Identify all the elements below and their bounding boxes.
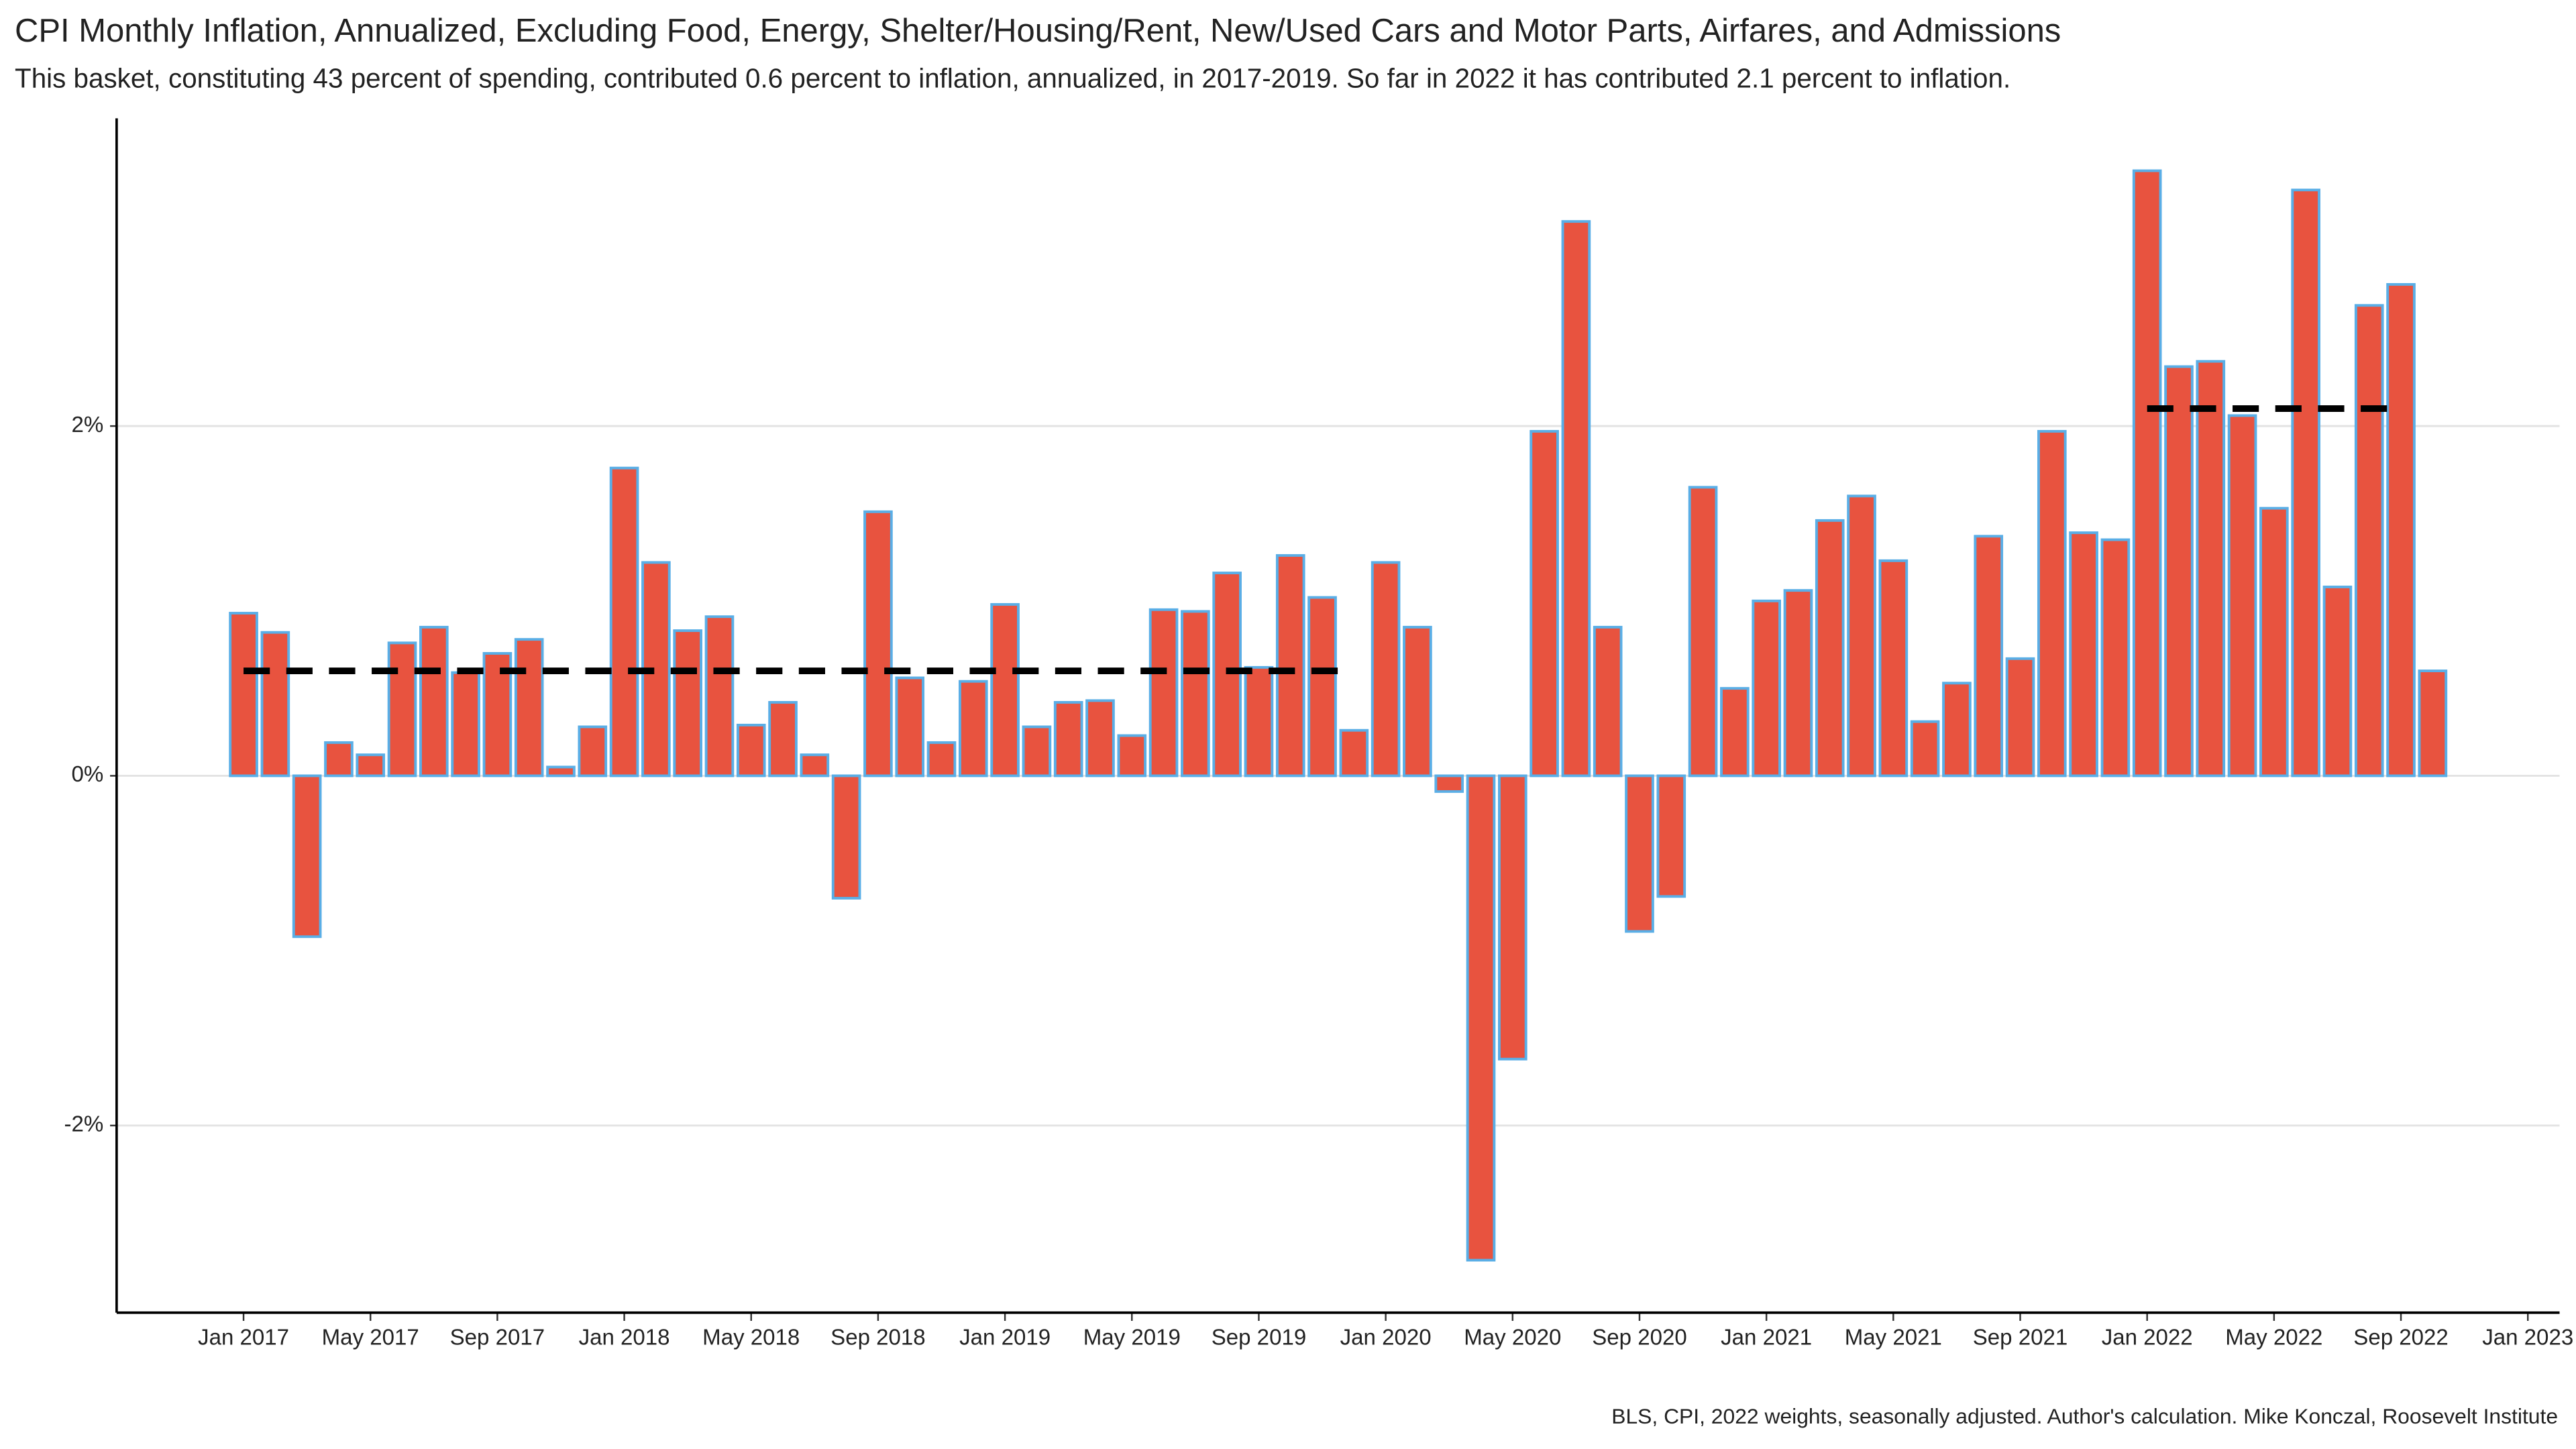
bar	[1403, 625, 1432, 777]
x-tick-label: Jan 2020	[1340, 1326, 1432, 1350]
bar	[1656, 774, 1686, 898]
bar	[1275, 554, 1305, 777]
x-tick-label: Jan 2017	[198, 1326, 289, 1350]
bar	[1942, 682, 1972, 777]
bar	[292, 774, 322, 938]
caption: BLS, CPI, 2022 weights, seasonally adjus…	[1611, 1404, 2558, 1428]
bar	[673, 629, 702, 777]
bar	[229, 612, 258, 777]
bar	[2354, 304, 2384, 777]
y-tick-label: 0%	[72, 762, 104, 787]
bar	[260, 631, 290, 777]
bar	[387, 641, 417, 777]
bar	[704, 615, 735, 777]
x-tick-label: May 2018	[702, 1326, 800, 1350]
bar	[1815, 519, 1845, 777]
bar	[1529, 429, 1559, 777]
bar	[1752, 599, 1781, 777]
bar	[895, 676, 925, 777]
x-tick-label: May 2017	[322, 1326, 419, 1350]
bar	[1022, 725, 1052, 777]
x-tick-label: Sep 2018	[830, 1326, 926, 1350]
y-tick-label: -2%	[64, 1112, 104, 1137]
x-tick-label: May 2021	[1845, 1326, 1942, 1350]
bar	[2322, 585, 2353, 777]
bar	[1593, 625, 1623, 777]
bar	[958, 680, 988, 777]
bar	[2100, 538, 2131, 777]
bar	[1910, 720, 1940, 777]
bar	[1625, 774, 1654, 933]
x-tick-label: May 2019	[1083, 1326, 1181, 1350]
x-tick-label: Sep 2020	[1592, 1326, 1686, 1350]
bar	[1117, 734, 1147, 777]
bar	[1434, 774, 1464, 793]
bar	[1561, 220, 1591, 777]
bar	[1085, 699, 1115, 777]
bar	[863, 510, 893, 777]
bar	[768, 701, 798, 777]
bar	[1847, 494, 1876, 777]
y-tick-label: 2%	[72, 413, 104, 437]
x-tick-label: Jan 2018	[579, 1326, 670, 1350]
bar	[1878, 559, 1909, 777]
bar	[1688, 486, 1718, 777]
bar	[356, 753, 386, 777]
bar	[1497, 774, 1527, 1061]
bar	[2132, 169, 2162, 777]
bar	[451, 671, 480, 777]
chart-title: CPI Monthly Inflation, Annualized, Exclu…	[15, 13, 2061, 49]
bar	[1339, 729, 1369, 777]
bar	[1053, 701, 1083, 777]
bar	[1148, 608, 1179, 777]
bar	[2227, 414, 2257, 777]
x-tick-label: Jan 2019	[959, 1326, 1051, 1350]
bar	[2069, 531, 2098, 777]
bar	[736, 723, 766, 777]
bar	[1720, 687, 1750, 777]
x-tick-label: Jan 2021	[1721, 1326, 1812, 1350]
bar	[514, 638, 544, 777]
x-tick-label: May 2022	[2225, 1326, 2322, 1350]
bar	[1783, 589, 1813, 777]
x-tick-label: Sep 2021	[1973, 1326, 2068, 1350]
bar	[2164, 365, 2194, 777]
bar	[2291, 189, 2320, 777]
bar	[2037, 429, 2067, 777]
x-tick-label: Jan 2023	[2482, 1326, 2573, 1350]
bar	[419, 625, 449, 777]
bar	[578, 725, 608, 777]
bar	[990, 603, 1020, 777]
bar	[800, 753, 830, 777]
bar	[1212, 572, 1242, 777]
bar	[2259, 506, 2289, 777]
bar	[1974, 535, 2004, 777]
bar	[1371, 561, 1401, 777]
bar	[2418, 669, 2448, 777]
x-tick-label: Sep 2022	[2353, 1326, 2449, 1350]
bar	[609, 466, 639, 777]
x-tick-label: Sep 2017	[450, 1326, 545, 1350]
chart-subtitle: This basket, constituting 43 percent of …	[15, 63, 2010, 94]
x-tick-label: Jan 2022	[2102, 1326, 2193, 1350]
bar	[1307, 596, 1337, 777]
bar	[1181, 610, 1210, 777]
bar	[2196, 360, 2226, 777]
bar	[1466, 774, 1496, 1262]
bar	[546, 765, 576, 777]
x-tick-label: Sep 2019	[1212, 1326, 1307, 1350]
bar	[2386, 283, 2416, 777]
x-tick-label: May 2020	[1464, 1326, 1561, 1350]
bar	[926, 741, 957, 777]
bar	[2005, 657, 2035, 777]
bar	[831, 774, 861, 900]
bar	[324, 741, 354, 777]
bar	[1244, 665, 1274, 777]
